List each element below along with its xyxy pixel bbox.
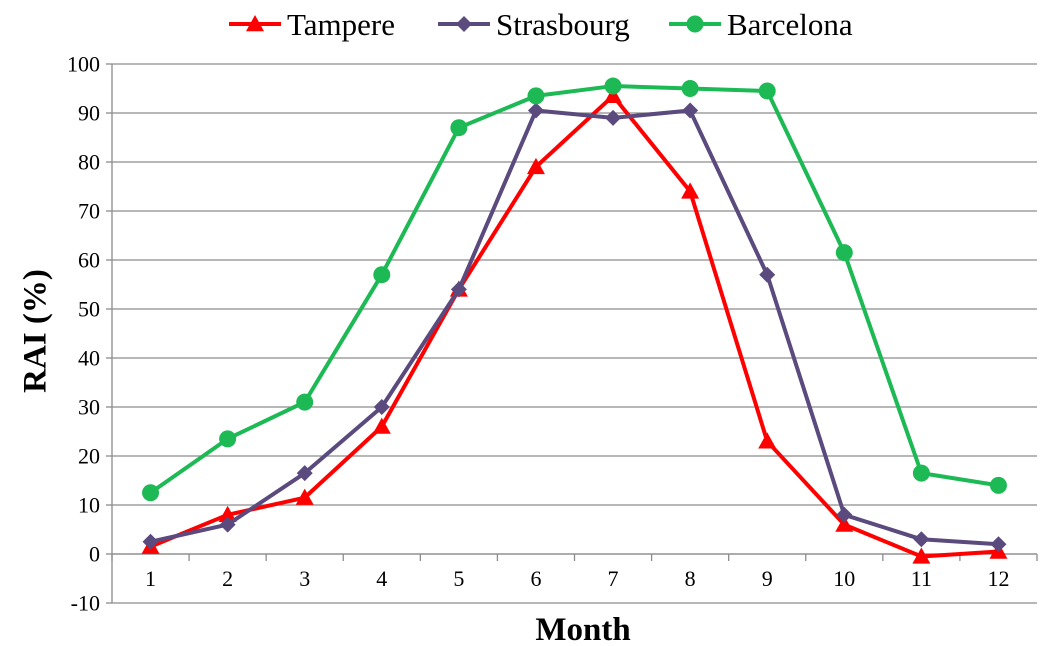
data-point bbox=[835, 515, 854, 532]
legend-item-tampere: Tampere bbox=[229, 7, 395, 42]
data-point bbox=[527, 87, 545, 105]
data-point bbox=[527, 102, 544, 119]
y-tick-label: 30 bbox=[78, 395, 100, 420]
series-tampere bbox=[141, 86, 1008, 564]
data-point bbox=[373, 266, 391, 284]
y-axis-title: RAI (%) bbox=[18, 269, 54, 393]
data-point bbox=[605, 109, 622, 126]
y-axis: -10 0 10 20 30 40 50 60 70 80 90 100 bbox=[67, 52, 113, 616]
data-point bbox=[219, 430, 237, 448]
data-point bbox=[681, 182, 700, 199]
data-point bbox=[835, 244, 853, 262]
legend-label: Barcelona bbox=[727, 7, 853, 42]
x-tick-label: 3 bbox=[299, 566, 310, 591]
data-point bbox=[450, 281, 467, 298]
x-tick-label: 2 bbox=[222, 566, 233, 591]
data-point bbox=[990, 536, 1007, 553]
legend-label: Tampere bbox=[287, 7, 395, 42]
legend-item-strasbourg: Strasbourg bbox=[438, 7, 630, 42]
data-point bbox=[913, 531, 930, 548]
data-point bbox=[142, 484, 160, 502]
legend: Tampere Strasbourg Barcelona bbox=[229, 7, 853, 42]
data-point bbox=[686, 15, 704, 33]
y-tick-label: 90 bbox=[78, 101, 100, 126]
x-tick-label: 12 bbox=[987, 566, 1009, 591]
data-point bbox=[218, 505, 237, 522]
legend-item-barcelona: Barcelona bbox=[669, 7, 853, 42]
x-tick-label: 9 bbox=[762, 566, 773, 591]
y-tick-label: 60 bbox=[78, 248, 100, 273]
y-tick-label: 100 bbox=[67, 52, 100, 77]
legend-label: Strasbourg bbox=[496, 7, 630, 42]
data-point bbox=[219, 516, 236, 533]
series-line bbox=[149, 93, 999, 559]
x-tick-label: 8 bbox=[685, 566, 696, 591]
data-point bbox=[373, 399, 390, 415]
series-strasbourg bbox=[142, 102, 1007, 553]
data-point bbox=[989, 476, 1007, 494]
x-tick-label: 1 bbox=[145, 566, 156, 591]
grid-lines bbox=[112, 63, 1037, 604]
data-point bbox=[758, 432, 777, 449]
data-point bbox=[836, 506, 853, 523]
x-tick-label: 11 bbox=[911, 566, 932, 591]
x-axis-title: Month bbox=[535, 612, 630, 646]
data-point bbox=[295, 488, 314, 505]
data-point bbox=[142, 533, 159, 550]
y-tick-label: 0 bbox=[89, 542, 100, 567]
data-point bbox=[450, 119, 468, 137]
x-tick-label: 4 bbox=[376, 566, 387, 591]
data-point bbox=[456, 16, 472, 32]
series-line bbox=[150, 108, 999, 547]
data-point bbox=[759, 266, 776, 283]
series-layer bbox=[141, 77, 1008, 564]
data-point bbox=[372, 417, 391, 434]
y-tick-label: -10 bbox=[71, 591, 100, 616]
data-point bbox=[758, 82, 776, 100]
x-tick-label: 10 bbox=[833, 566, 855, 591]
y-tick-label: 70 bbox=[78, 199, 100, 224]
data-point bbox=[912, 464, 930, 482]
x-tick-label: 7 bbox=[608, 566, 619, 591]
data-point bbox=[296, 465, 313, 482]
data-point bbox=[682, 102, 699, 119]
x-axis: 1 2 3 4 5 6 7 8 9 10 11 12 bbox=[111, 553, 1038, 591]
data-point bbox=[526, 157, 545, 175]
data-point bbox=[296, 393, 314, 411]
y-tick-label: 20 bbox=[78, 444, 100, 469]
x-tick-label: 6 bbox=[530, 566, 541, 591]
y-tick-label: 40 bbox=[78, 346, 100, 371]
data-point bbox=[604, 86, 623, 104]
series-barcelona bbox=[142, 77, 1007, 502]
y-tick-label: 10 bbox=[78, 493, 100, 518]
data-point bbox=[912, 547, 931, 564]
y-tick-label: 50 bbox=[78, 297, 100, 322]
y-tick-label: 80 bbox=[78, 150, 100, 175]
data-point bbox=[246, 15, 264, 32]
data-point bbox=[681, 80, 699, 97]
data-point bbox=[604, 77, 622, 95]
x-tick-label: 5 bbox=[453, 566, 464, 591]
series-line bbox=[149, 84, 999, 495]
